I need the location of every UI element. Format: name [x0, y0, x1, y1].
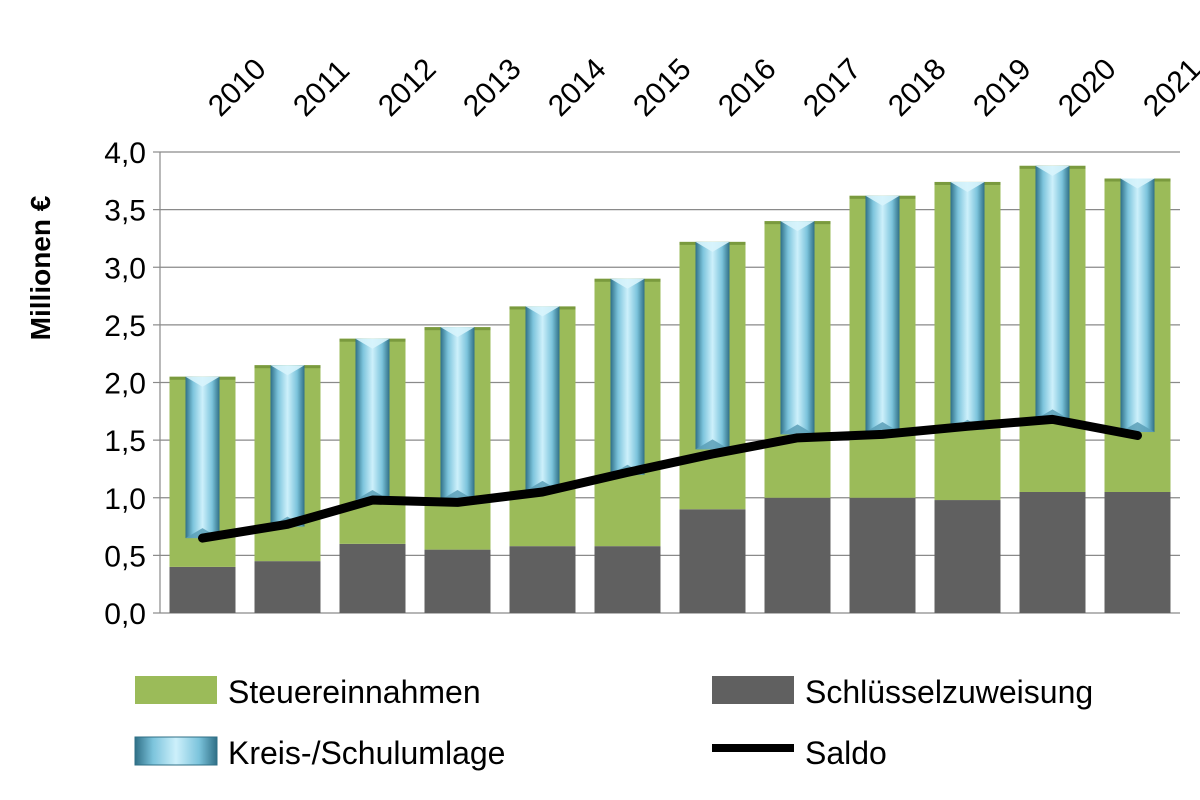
- bar-kreis-cap: [1120, 178, 1155, 189]
- y-tick-label: 4,0: [104, 137, 146, 170]
- bar-kreis-cap: [950, 181, 985, 192]
- bar-kreis-cap: [610, 278, 645, 289]
- bar-schluesselzuweisung: [509, 546, 576, 613]
- x-axis-ticks: 2010 2011 2012 2013 2014 2015 2016 2017 2018 2019…: [202, 52, 1200, 123]
- x-tick-label: 2018: [882, 52, 953, 123]
- y-tick-label: 3,0: [104, 252, 146, 285]
- bar-schluesselzuweisung: [424, 549, 491, 613]
- bar-schluesselzuweisung: [254, 561, 321, 613]
- bar-kreis-schulumlage: [185, 376, 220, 539]
- y-tick-label: 1,0: [104, 483, 146, 516]
- bar-kreis-schulumlage: [525, 306, 560, 491]
- x-tick-label: 2014: [542, 52, 613, 123]
- x-tick-label: 2013: [457, 52, 528, 123]
- y-tick-label: 2,0: [104, 368, 146, 401]
- bar-kreis-cap: [355, 338, 390, 349]
- bar-kreis-schulumlage: [780, 221, 815, 435]
- bar-kreis-cap: [695, 241, 730, 252]
- bar-kreis-cap: [525, 306, 560, 317]
- legend-label-schluesselzuweisung: Schlüsselzuweisung: [805, 674, 1093, 710]
- legend-swatch-schluesselzuweisung: [712, 676, 794, 704]
- bar-kreis-cap: [440, 327, 475, 338]
- x-tick-label: 2010: [202, 52, 273, 123]
- bar-schluesselzuweisung: [1019, 491, 1086, 613]
- y-tick-label: 0,0: [104, 598, 146, 631]
- x-tick-label: 2021: [1137, 52, 1200, 123]
- y-axis-ticks: 0,0 0,5 1,0 1,5 2,0 2,5 3,0 3,5 4,0: [104, 137, 161, 631]
- bar-kreis-schulumlage: [950, 181, 985, 430]
- bar-kreis-schulumlage: [695, 241, 730, 450]
- bar-kreis-schulumlage: [865, 195, 900, 433]
- legend-label-kreis-schulumlage: Kreis-/Schulumlage: [228, 735, 505, 771]
- y-tick-label: 1,5: [104, 425, 146, 458]
- bar-schluesselzuweisung: [849, 497, 916, 613]
- legend-swatch-steuereinnahmen: [135, 676, 217, 704]
- y-tick-label: 0,5: [104, 540, 146, 573]
- x-tick-label: 2019: [967, 52, 1038, 123]
- bar-kreis-cap: [185, 376, 220, 387]
- bar-schluesselzuweisung: [1104, 491, 1171, 613]
- bar-schluesselzuweisung: [169, 566, 236, 613]
- bar-kreis-bottom: [695, 439, 730, 450]
- bar-kreis-bottom: [780, 424, 815, 435]
- bar-schluesselzuweisung: [679, 509, 746, 613]
- bar-kreis-schulumlage: [355, 338, 390, 501]
- x-tick-label: 2011: [287, 54, 356, 123]
- saldo-line-group: [198, 414, 1142, 543]
- x-tick-label: 2012: [372, 52, 443, 123]
- bar-kreis-cap: [865, 195, 900, 206]
- x-tick-label: 2016: [712, 52, 783, 123]
- y-tick-label: 3,5: [104, 195, 146, 228]
- bar-schluesselzuweisung: [934, 500, 1001, 613]
- x-tick-label: 2015: [627, 52, 698, 123]
- bar-kreis-schulumlage: [610, 278, 645, 475]
- bar-kreis-schulumlage: [440, 327, 475, 501]
- legend-swatch-kreis-schulumlage: [134, 736, 218, 766]
- bar-kreis-cap: [780, 221, 815, 232]
- y-axis-label: Millionen €: [25, 195, 56, 340]
- legend: Steuereinnahmen Schlüsselzuweisung Kreis…: [134, 674, 1093, 771]
- x-tick-label: 2020: [1052, 52, 1123, 123]
- bar-schluesselzuweisung: [339, 543, 406, 613]
- line-saldo: [198, 414, 1142, 543]
- bar-schluesselzuweisung: [594, 546, 661, 613]
- legend-label-saldo: Saldo: [805, 735, 887, 771]
- legend-label-steuereinnahmen: Steuereinnahmen: [228, 674, 481, 710]
- bar-kreis-cap: [270, 365, 305, 376]
- bar-kreis-cap: [1035, 165, 1070, 176]
- gridlines: [160, 151, 1180, 614]
- y-tick-label: 2,5: [104, 310, 146, 343]
- bar-schluesselzuweisung: [764, 497, 831, 613]
- bar-kreis-schulumlage: [270, 365, 305, 527]
- bar-kreis-schulumlage: [1035, 165, 1070, 420]
- bar-kreis-schulumlage: [1120, 178, 1155, 433]
- x-tick-label: 2017: [797, 52, 868, 123]
- bars: [169, 165, 1171, 613]
